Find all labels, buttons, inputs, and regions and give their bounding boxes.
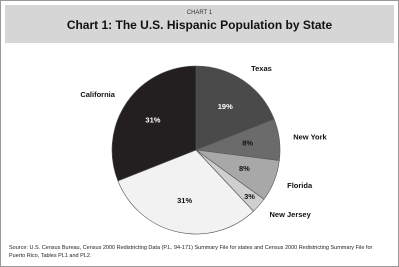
value-label: 31% (145, 116, 160, 125)
category-label: Florida (287, 181, 313, 190)
value-label: 19% (218, 102, 233, 111)
value-label: 8% (239, 164, 250, 173)
category-label: New York (293, 133, 327, 142)
value-label: 8% (242, 138, 253, 147)
category-label: California (80, 90, 115, 99)
pie-slice (195, 65, 275, 151)
source-note: Source: U.S. Census Bureau, Census 2000 … (9, 245, 373, 259)
category-label: New Jersey (270, 210, 312, 219)
value-label: 3% (244, 192, 255, 201)
header: CHART 1 Chart 1: The U.S. Hispanic Popul… (5, 5, 394, 43)
value-label: 31% (177, 196, 192, 205)
category-label: Texas (251, 64, 272, 73)
plot: 19% Texas 8% New York 8% Florida 3% New Jersey 3… (80, 64, 327, 241)
pie-slice (117, 149, 254, 235)
chart-title: Chart 1: The U.S. Hispanic Population by… (66, 18, 333, 32)
kicker: CHART 1 (186, 10, 213, 16)
pie-slice (111, 65, 197, 182)
